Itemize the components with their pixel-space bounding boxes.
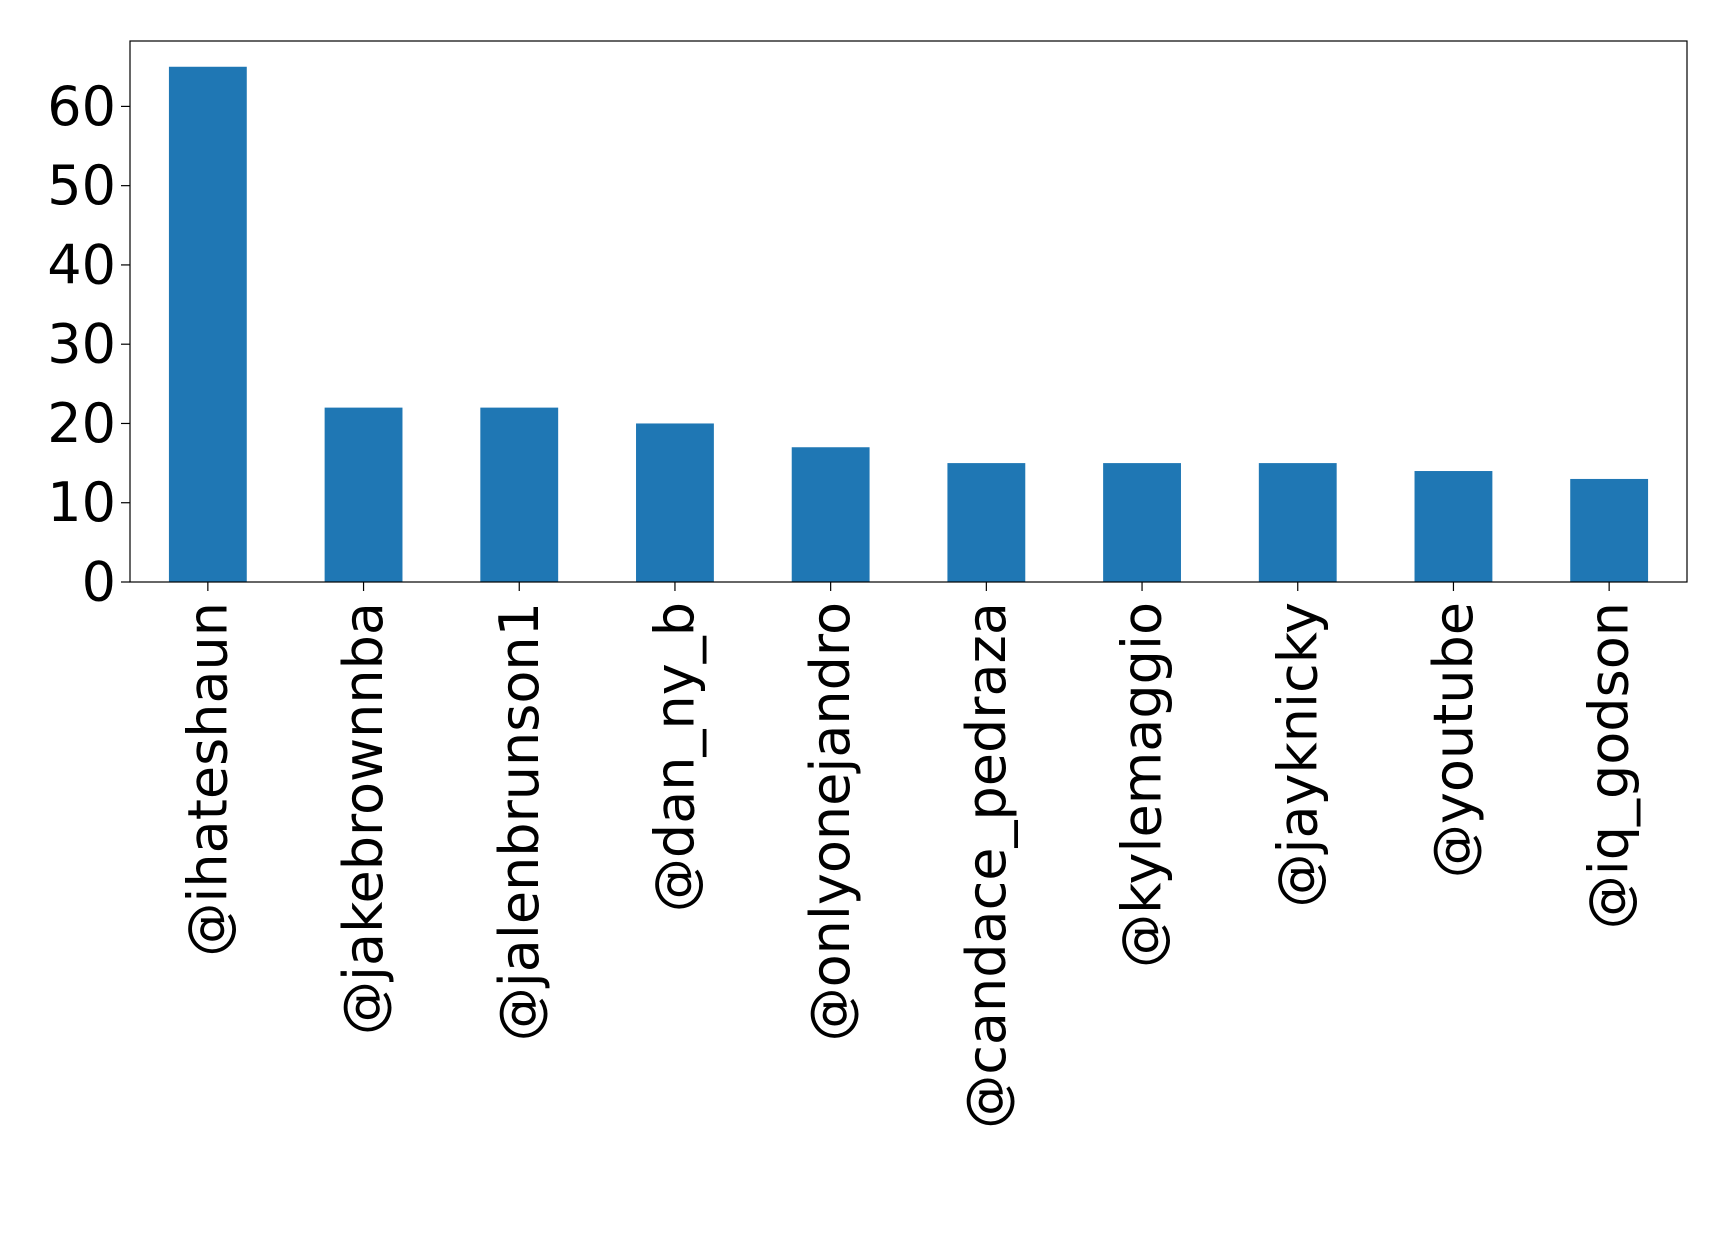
y-tick-label-2: 20 — [47, 392, 116, 455]
bar-1 — [324, 407, 403, 582]
bar-4 — [791, 447, 870, 582]
y-tick-label-1: 10 — [47, 471, 116, 534]
x-tick-label-7: @jayknicky — [1266, 602, 1329, 908]
bar-7 — [1258, 463, 1337, 582]
bar-8 — [1414, 471, 1493, 582]
bar-2 — [480, 407, 559, 582]
y-tick-label-3: 30 — [47, 313, 116, 376]
x-tick-label-8: @youtube — [1422, 602, 1485, 878]
x-tick-label-0: @ihateshaun — [176, 602, 239, 957]
x-tick-label-6: @kylemaggio — [1111, 602, 1174, 968]
x-tick-label-2: @jalenbrunson1 — [488, 602, 551, 1041]
plot-frame — [129, 40, 1688, 583]
y-tick-label-4: 40 — [47, 233, 116, 296]
x-tick-label-4: @onlyonejandro — [799, 602, 862, 1041]
bar-5 — [947, 463, 1026, 582]
x-tick-label-3: @dan_ny_b — [643, 602, 706, 912]
x-tick-label-1: @jakebrownnba — [332, 602, 395, 1035]
bars-group — [168, 66, 1649, 582]
bar-0 — [168, 66, 247, 582]
y-tick-label-5: 50 — [47, 154, 116, 217]
x-axis: @ihateshaun @jakebrownnba @jalenbrunson1 @d… — [176, 582, 1641, 1129]
bar-9 — [1570, 478, 1649, 582]
x-tick-label-9: @iq_godson — [1578, 602, 1641, 929]
y-tick-label-0: 0 — [82, 551, 116, 614]
bar-6 — [1103, 463, 1181, 582]
x-tick-label-5: @candace_pedraza — [955, 602, 1018, 1129]
y-tick-label-6: 60 — [47, 75, 116, 138]
y-axis: 0 10 20 30 40 50 60 — [47, 75, 130, 614]
bar-3 — [636, 423, 714, 582]
